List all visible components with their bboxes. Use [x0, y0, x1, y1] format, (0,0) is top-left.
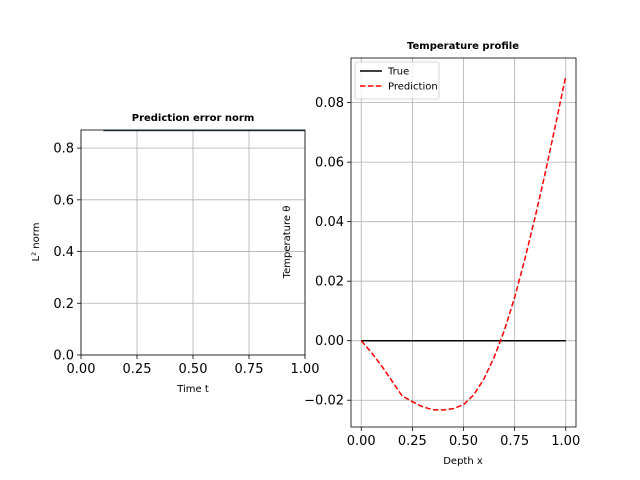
temperature-ytick-label: 0.08 — [315, 96, 344, 111]
temperature-series-prediction-line — [360, 75, 567, 411]
error-norm-xtick-label: 0.50 — [179, 362, 208, 377]
error-norm-ytick-label: 0.2 — [53, 297, 74, 312]
legend-label-prediction: Prediction — [388, 82, 438, 93]
error-norm-xtick-label: 1.00 — [291, 362, 320, 377]
temperature-ytick-label: 0.06 — [315, 156, 344, 171]
error-norm-ytick-label: 0.8 — [53, 142, 74, 157]
temperature-title: Temperature profile — [407, 41, 519, 52]
error-norm-xlabel: Time t — [176, 384, 209, 395]
temperature-xlabel: Depth x — [443, 456, 483, 467]
legend-label-true: True — [387, 67, 409, 78]
temperature-xtick-label: 1.00 — [551, 434, 580, 449]
temperature-chart: Temperature profile 0.00 0.25 0.50 0.75 1.00… — [282, 41, 580, 467]
error-norm-title: Prediction error norm — [132, 113, 255, 124]
temperature-xtick-label: 0.50 — [449, 434, 478, 449]
error-norm-ytick-label: 0.6 — [53, 193, 74, 208]
error-norm-ylabel: L² norm — [31, 223, 42, 262]
error-norm-xtick-label: 0.25 — [123, 362, 152, 377]
temperature-ytick-label: 0.02 — [315, 275, 344, 290]
temperature-ylabel: Temperature θ — [282, 206, 293, 280]
temperature-ytick-label: 0.04 — [315, 215, 344, 230]
temperature-ytick-label: 0.00 — [315, 334, 344, 349]
temperature-ytick-label: −0.02 — [304, 394, 344, 409]
temperature-xtick-label: 0.25 — [398, 434, 427, 449]
temperature-xtick-label: 0.75 — [500, 434, 529, 449]
error-norm-xtick-label: 0.75 — [235, 362, 264, 377]
error-norm-ytick-label: 0.0 — [53, 349, 74, 364]
error-norm-xtick-label: 0.00 — [67, 362, 96, 377]
temperature-legend: True Prediction — [354, 61, 440, 100]
error-norm-chart: Prediction error norm 0.00 0.25 0.50 0.75 1.… — [31, 113, 319, 395]
error-norm-ytick-label: 0.4 — [53, 245, 74, 260]
temperature-xtick-label: 0.00 — [347, 434, 376, 449]
